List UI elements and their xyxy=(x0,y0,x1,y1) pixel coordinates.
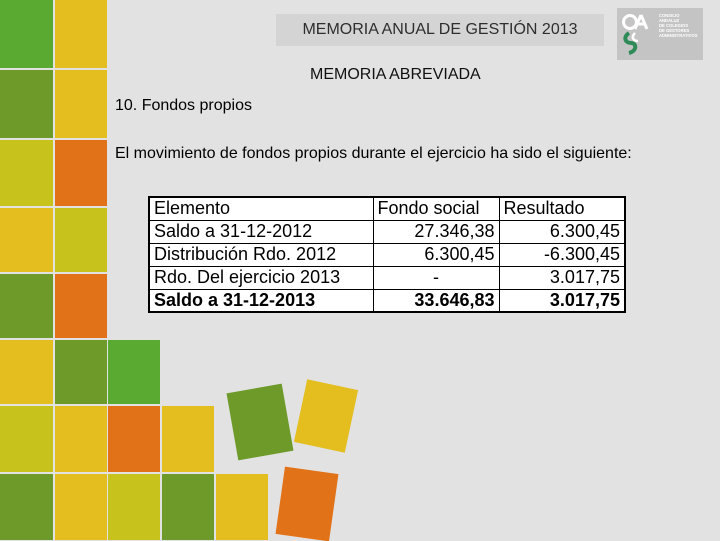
table-row: Rdo. Del ejercicio 2013 - 3.017,75 xyxy=(148,265,626,290)
table-cell: Distribución Rdo. 2012 xyxy=(148,242,374,267)
table-total-row: Saldo a 31-12-2013 33.646,83 3.017,75 xyxy=(148,288,626,313)
column-header: Elemento xyxy=(148,196,374,221)
table-header-row: Elemento Fondo social Resultado xyxy=(148,196,626,221)
table-cell: 6.300,45 xyxy=(372,242,500,267)
table-cell: - xyxy=(372,265,500,290)
section-title: 10. Fondos propios xyxy=(115,97,252,114)
column-header: Resultado xyxy=(498,196,626,221)
table-cell: 33.646,83 xyxy=(372,288,500,313)
table-row: Distribución Rdo. 2012 6.300,45 -6.300,4… xyxy=(148,242,626,267)
equity-table: Elemento Fondo social Resultado Saldo a … xyxy=(148,196,626,313)
table-cell: Saldo a 31-12-2012 xyxy=(148,219,374,244)
table-cell: 3.017,75 xyxy=(498,265,626,290)
table-cell: 27.346,38 xyxy=(372,219,500,244)
table-cell: 3.017,75 xyxy=(498,288,626,313)
table-cell: -6.300,45 xyxy=(498,242,626,267)
column-header: Fondo social xyxy=(372,196,500,221)
table-cell: Rdo. Del ejercicio 2013 xyxy=(148,265,374,290)
document-title: MEMORIA ANUAL DE GESTIÓN 2013 xyxy=(276,14,604,46)
table-cell: 6.300,45 xyxy=(498,219,626,244)
logo-text: CONSEJO ANDALUZ DE COLEGIOS DE GESTORES … xyxy=(659,13,698,38)
page-subtitle: MEMORIA ABREVIADA xyxy=(310,66,481,83)
table-row: Saldo a 31-12-2012 27.346,38 6.300,45 xyxy=(148,219,626,244)
logo: CONSEJO ANDALUZ DE COLEGIOS DE GESTORES … xyxy=(617,8,703,60)
table-cell: Saldo a 31-12-2013 xyxy=(148,288,374,313)
body-paragraph: El movimiento de fondos propios durante … xyxy=(115,145,632,162)
logo-mark-icon xyxy=(622,14,649,55)
